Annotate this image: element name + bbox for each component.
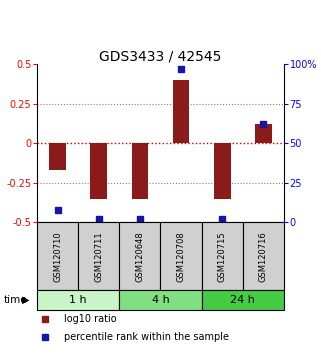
Bar [37,222,78,290]
Text: GSM120711: GSM120711 [94,231,103,281]
Text: 4 h: 4 h [152,295,169,305]
Text: 24 h: 24 h [230,295,255,305]
Bar [132,143,148,199]
Text: GSM120708: GSM120708 [177,231,186,281]
Bar [243,222,284,290]
Bar [160,222,202,290]
Text: GSM120716: GSM120716 [259,231,268,281]
Text: GSM120715: GSM120715 [218,231,227,281]
Title: GDS3433 / 42545: GDS3433 / 42545 [99,49,222,63]
Text: percentile rank within the sample: percentile rank within the sample [64,332,229,342]
Bar [119,222,160,290]
Text: time: time [3,295,27,305]
Bar [78,222,119,290]
Text: 1 h: 1 h [69,295,87,305]
Bar [49,143,66,170]
Text: ▶: ▶ [22,295,29,305]
Bar [202,222,243,290]
Bar [214,143,230,199]
Bar [173,80,189,143]
Bar [91,143,107,199]
Text: log10 ratio: log10 ratio [64,314,117,325]
Text: GSM120648: GSM120648 [135,231,144,281]
Bar [37,290,119,310]
Bar [202,290,284,310]
Text: GSM120710: GSM120710 [53,231,62,281]
Bar [119,290,202,310]
Bar [255,124,272,143]
